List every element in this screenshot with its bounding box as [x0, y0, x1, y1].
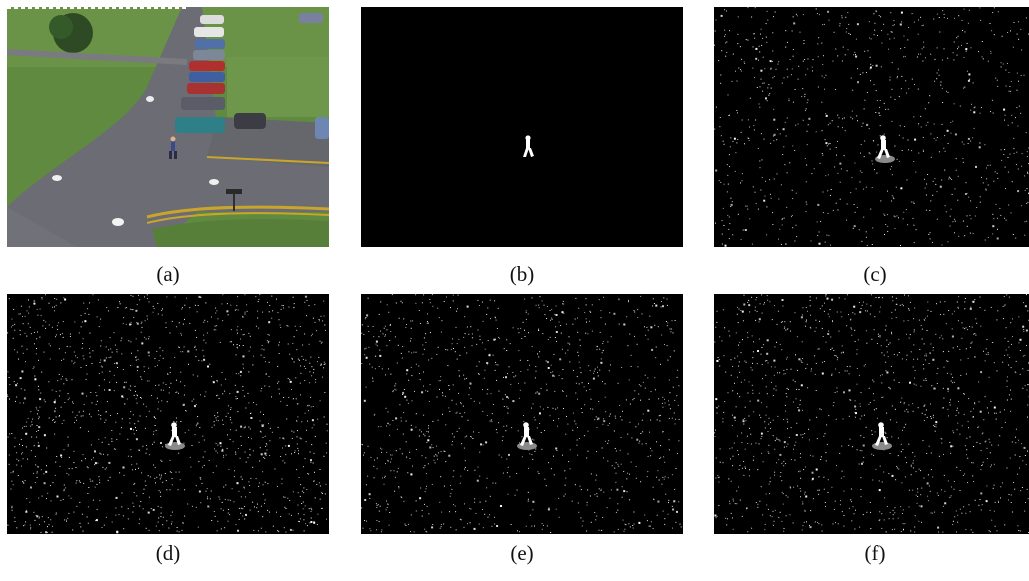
- caption-a: (a): [156, 262, 180, 286]
- detection-graphic-f: [714, 294, 1029, 534]
- detection-mask-d: [7, 294, 329, 534]
- scene-photo-graphic: [7, 7, 329, 247]
- caption-e: (e): [510, 541, 534, 565]
- person-silhouette: [523, 135, 534, 157]
- detection-mask-e: [361, 294, 683, 534]
- ground-truth-graphic: [361, 7, 683, 247]
- detected-person: [165, 422, 185, 450]
- caption-d: (d): [155, 541, 181, 565]
- detected-person: [875, 135, 895, 163]
- caption-c: (c): [863, 262, 887, 286]
- scene-photo: [7, 7, 329, 247]
- ground-truth-mask: [361, 7, 683, 247]
- caption-f: (f): [864, 541, 886, 565]
- detection-graphic-e: [361, 294, 683, 534]
- caption-b: (b): [509, 262, 535, 286]
- detected-person: [517, 422, 537, 450]
- detected-person: [872, 422, 892, 450]
- detection-graphic-c: [714, 7, 1029, 247]
- detection-mask-c: [714, 7, 1029, 247]
- detection-graphic-d: [7, 294, 329, 534]
- detection-mask-f: [714, 294, 1029, 534]
